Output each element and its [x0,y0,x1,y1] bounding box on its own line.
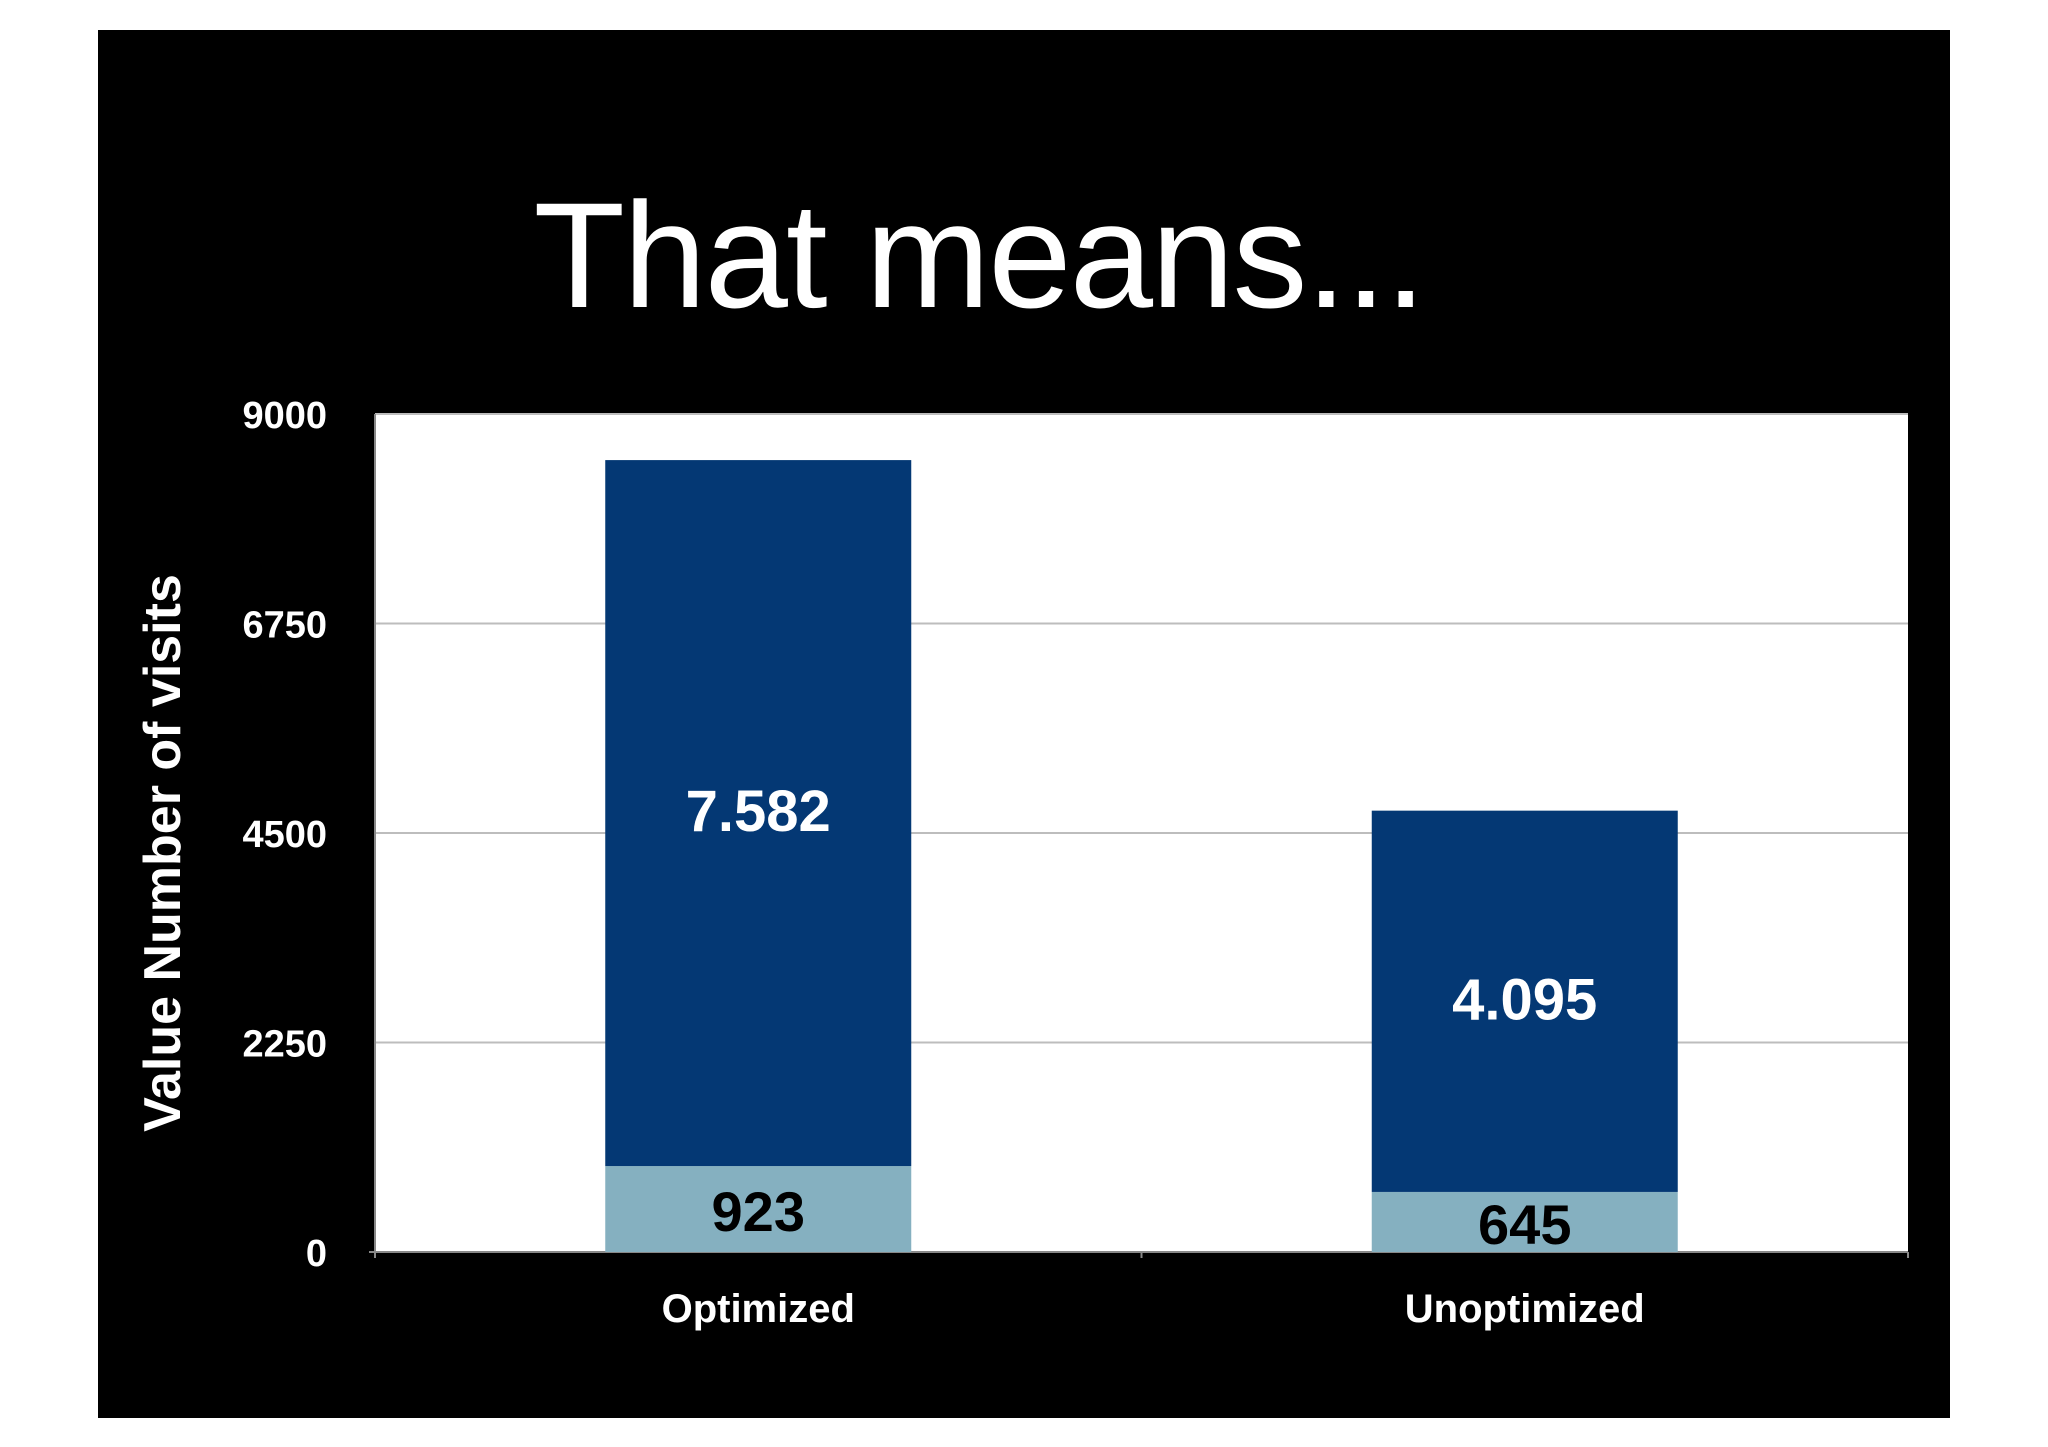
slide-title: That means... [533,171,1426,339]
x-tick-label: Unoptimized [1405,1287,1645,1331]
stacked-bar-chart: 0 2250 4500 6750 9000 Value Number of visits 9… [134,395,1909,1331]
y-tick-label: 6750 [242,605,327,647]
data-label: 645 [1478,1193,1571,1256]
y-tick-label: 9000 [242,395,327,437]
bar-segment [605,460,912,1167]
y-tick-label: 0 [306,1233,327,1275]
x-tick-label: Optimized [662,1287,855,1331]
slide: That means... 0 2250 4500 6750 9000 Value Num… [98,30,1950,1418]
data-label: 923 [712,1180,805,1243]
y-tick-label: 2250 [242,1024,327,1066]
y-tick-label: 4500 [242,814,327,856]
y-axis-title: Value Number of visits [134,574,192,1132]
bar-segment [1371,810,1678,1192]
bar-segment [605,1166,912,1252]
data-label: 7.582 [686,779,831,844]
data-label: 4.095 [1452,967,1597,1032]
bar-segment [1371,1191,1678,1252]
